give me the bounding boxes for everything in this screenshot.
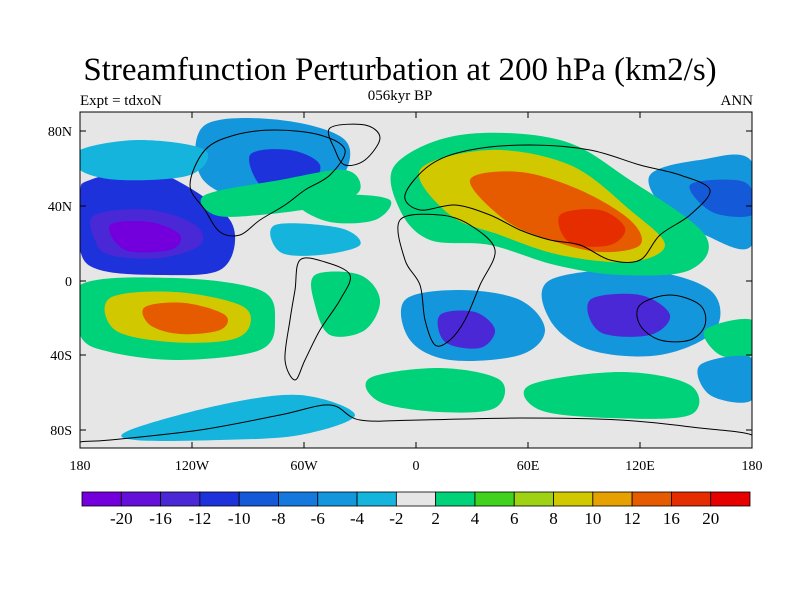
lon-tick-label: 60W (290, 459, 318, 474)
lon-tick-label: 180 (70, 459, 91, 474)
experiment-label: Expt = tdxoN (80, 93, 162, 109)
coastline-africa (397, 213, 496, 347)
lat-tick-label: 40S (50, 349, 72, 364)
lat-tick-label: 80S (50, 424, 72, 439)
coastline-australia (636, 294, 707, 343)
contour-pos-e-pacific-sh (703, 318, 752, 359)
lat-tick-label: 40N (48, 200, 72, 215)
colorbar-swatch (160, 491, 201, 507)
colorbar-swatch (631, 491, 672, 507)
colorbar-label: -16 (149, 509, 172, 528)
colorbar-swatch (553, 491, 594, 507)
colorbar-swatch (592, 491, 633, 507)
colorbar-label: -6 (311, 509, 325, 528)
colorbar-swatch (317, 491, 358, 507)
colorbar-label: 8 (549, 509, 558, 528)
lon-tick-label: 0 (413, 459, 420, 474)
colorbar-swatch (238, 491, 279, 507)
colorbar-label: -2 (389, 509, 403, 528)
coastline-layer (80, 123, 752, 448)
colorbar-swatch (435, 491, 476, 507)
lon-tick-label: 60E (517, 459, 540, 474)
contour-pos-eurasia-core (558, 209, 626, 247)
coastline-south-america (284, 257, 351, 381)
colorbar-label: -12 (189, 509, 212, 528)
contour-neg-southern-ocean (121, 394, 355, 441)
lon-tick-label: 180 (742, 459, 763, 474)
coastline-eurasia (404, 144, 711, 264)
contour-neg-s-africa-core (437, 310, 496, 349)
contour-layer (80, 118, 752, 441)
coastline-greenland (327, 123, 381, 167)
coastline-north-america (189, 129, 346, 237)
contour-neg-indian-aus-core (587, 293, 671, 337)
colorbar-label: -8 (271, 509, 285, 528)
colorbar-label: 6 (510, 509, 519, 528)
colorbar-swatch (395, 491, 437, 507)
period-label: 056kyr BP (367, 88, 433, 104)
colorbar-swatch (513, 491, 554, 507)
colorbar-label: 12 (624, 509, 641, 528)
colorbar-label: 4 (471, 509, 480, 528)
colorbar-swatch (671, 491, 712, 507)
colorbar-swatch (356, 491, 397, 507)
lat-tick-label: 0 (65, 275, 72, 290)
colorbar-label: 10 (584, 509, 601, 528)
colorbar-label: 2 (431, 509, 440, 528)
contour-pos-s-pacific-core (142, 302, 228, 335)
lat-tick-label: 80N (48, 125, 72, 140)
contour-pos-southern-ocean (365, 367, 506, 413)
colorbar-swatch (278, 491, 319, 507)
colorbar-label: -10 (228, 509, 251, 528)
contour-neg-atlantic-band (270, 223, 361, 256)
lon-tick-label: 120W (175, 459, 210, 474)
contour-neg-se-pacific (697, 355, 752, 403)
colorbar-label: -20 (110, 509, 133, 528)
colorbar-swatch (199, 491, 240, 507)
colorbar-label: 16 (663, 509, 680, 528)
axis-layer: 180 120W 60W 0 60E 120E 180 80N 40N 0 40S 80S (48, 112, 763, 474)
coastline-antarctica (80, 404, 752, 448)
colorbar-label: -4 (350, 509, 365, 528)
contour-neg-far-west-band (80, 140, 209, 181)
colorbar-swatch (81, 491, 122, 507)
contour-pos-s-atlantic (311, 271, 381, 337)
lon-tick-label: 120E (625, 459, 655, 474)
contour-pos-southern-indian (523, 372, 700, 419)
season-label: ANN (720, 93, 754, 109)
colorbar: -20 -16 -12 -10 -8 -6 -4 -2 2 4 6 8 10 12 16 20 (81, 491, 751, 528)
colorbar-swatch (120, 491, 161, 507)
colorbar-swatch (710, 491, 751, 507)
contour-neg-west-pacific-core (689, 179, 752, 217)
contour-neg-pacific-ne-inner (108, 220, 182, 253)
contour-pos-north-atlantic-band (299, 194, 392, 224)
colorbar-swatch (474, 491, 515, 507)
colorbar-label: 20 (702, 509, 719, 528)
map-title: Streamfunction Perturbation at 200 hPa (… (83, 52, 717, 88)
